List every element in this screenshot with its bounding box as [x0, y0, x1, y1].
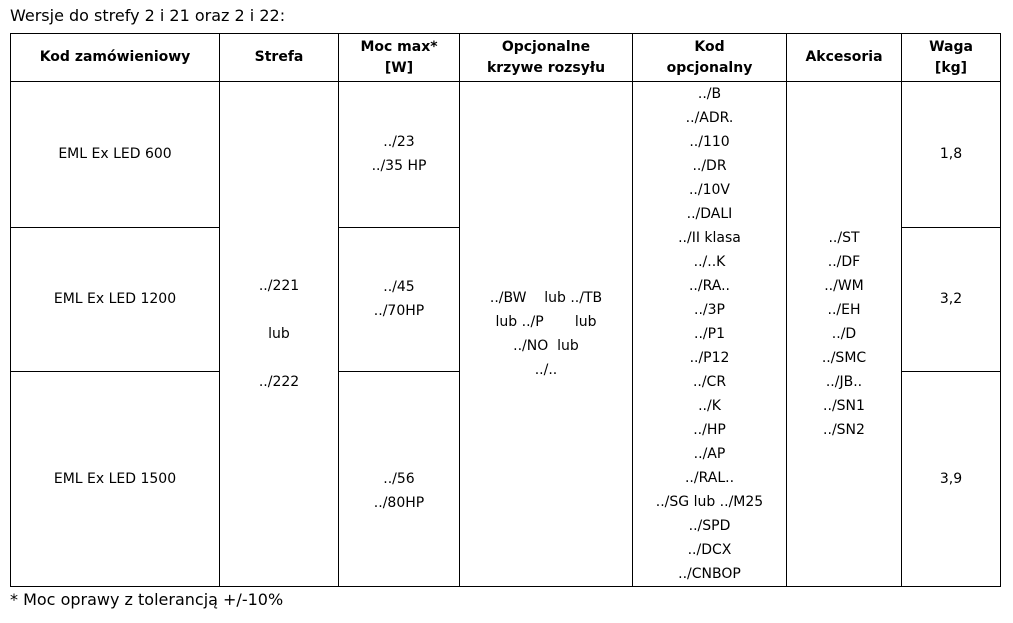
kod-opcjonalny-line: ../K: [698, 398, 721, 414]
kod-opcjonalny-line: ../SG lub ../M25: [655, 494, 764, 510]
moc-line: ../35 HP: [371, 158, 427, 175]
strefa-line: ../221: [258, 278, 300, 294]
header-text: opcjonalny: [666, 59, 753, 76]
header-kod-zamowieniowy: Kod zamówieniowy: [10, 33, 220, 82]
header-text: Akcesoria: [805, 49, 883, 65]
table-caption: Wersje do strefy 2 i 21 oraz 2 i 22:: [10, 6, 286, 25]
kod-opcjonalny-line: ../RA..: [688, 278, 730, 294]
kod-opcjonalny-line: ../DALI: [686, 206, 733, 222]
kod-opcjonalny-line: ../10V: [688, 182, 730, 198]
kod-opcjonalny-line: ../RAL..: [684, 470, 735, 486]
kod-opcjonalny-line: ../..K: [693, 254, 726, 270]
strefa-line: ../222: [258, 374, 300, 390]
table-row: EML Ex LED 1200 ../45 ../70HP 3,2: [10, 226, 1001, 372]
header-krzywe-rozsylu: Opcjonalne krzywe rozsyłu: [459, 33, 633, 82]
waga-cell: 1,8: [901, 81, 1001, 228]
header-moc-max: Moc max* [W]: [338, 33, 460, 82]
kod-cell: EML Ex LED 1200: [10, 226, 220, 372]
krzywe-line: ../..: [534, 362, 558, 378]
moc-cell: ../56 ../80HP: [338, 370, 460, 588]
akcesoria-cell: ../ST ../DF ../WM ../EH ../D ../SMC ../JB.. ../…: [786, 81, 902, 587]
kod-opcjonalny-line: ../P1: [694, 326, 725, 342]
header-kod-opcjonalny: Kod opcjonalny: [632, 33, 787, 82]
akcesoria-line: ../D: [831, 326, 857, 342]
header-text: Moc max*: [360, 38, 438, 55]
strefa-cell: ../221 lub ../222: [219, 81, 339, 587]
moc-cell: ../23 ../35 HP: [338, 81, 460, 228]
header-text: Kod: [694, 38, 725, 55]
kod-opcjonalny-cell: ../B ../ADR. ../110 ../DR ../10V ../DALI ../II…: [632, 81, 787, 587]
kod-cell: EML Ex LED 600: [10, 81, 220, 228]
header-waga: Waga [kg]: [901, 33, 1001, 82]
kod-cell: EML Ex LED 1500: [10, 370, 220, 588]
footnote: * Moc oprawy z tolerancją +/-10%: [10, 590, 284, 609]
kod-opcjonalny-line: ../110: [689, 134, 730, 150]
akcesoria-line: ../WM: [824, 278, 864, 294]
header-text: Waga: [929, 38, 973, 55]
akcesoria-line: ../SN2: [823, 422, 865, 438]
akcesoria-line: ../JB..: [825, 374, 863, 390]
akcesoria-line: ../EH: [827, 302, 861, 318]
krzywe-cell: ../BW lub ../TB lub ../P lub ../NO lub ../.…: [459, 81, 633, 587]
akcesoria-line: ../SMC: [821, 350, 867, 366]
akcesoria-line: ../DF: [827, 254, 861, 270]
kod-opcjonalny-line: ../B: [697, 86, 722, 102]
strefa-line: lub: [268, 326, 290, 342]
moc-line: ../45: [383, 279, 415, 296]
moc-cell: ../45 ../70HP: [338, 226, 460, 372]
kod-opcjonalny-line: ../P12: [689, 350, 730, 366]
kod-opcjonalny-line: ../ADR.: [685, 110, 734, 126]
waga-cell: 3,2: [901, 226, 1001, 372]
header-strefa: Strefa: [219, 33, 339, 82]
kod-opcjonalny-line: ../CR: [692, 374, 727, 390]
akcesoria-line: ../SN1: [823, 398, 865, 414]
kod-opcjonalny-line: ../3P: [694, 302, 725, 318]
moc-line: ../70HP: [373, 303, 425, 320]
waga-cell: 3,9: [901, 370, 1001, 588]
kod-opcjonalny-line: ../CNBOP: [678, 566, 741, 582]
moc-line: ../56: [383, 470, 415, 487]
header-text: Opcjonalne: [501, 38, 591, 55]
kod-opcjonalny-line: ../II klasa: [678, 230, 741, 246]
krzywe-line: ../BW lub ../TB: [489, 290, 603, 306]
kod-opcjonalny-line: ../AP: [693, 446, 726, 462]
kod-opcjonalny-line: ../DCX: [687, 542, 732, 558]
header-text: krzywe rozsyłu: [486, 59, 606, 76]
versions-table: Kod zamówieniowy Strefa Moc max* [W] Opcj…: [10, 33, 1001, 588]
table-row: EML Ex LED 600 ../221 lub ../222 ../23..…: [10, 81, 1001, 587]
header-text: Kod zamówieniowy: [39, 49, 191, 65]
header-text: [kg]: [934, 59, 968, 76]
krzywe-line: lub ../P lub: [495, 314, 597, 330]
table-row: EML Ex LED 1500 ../56 ../80HP 3,9: [10, 370, 1001, 588]
akcesoria-line: ../ST: [828, 230, 860, 246]
header-row: Kod zamówieniowy Strefa Moc max* [W] Opcj…: [10, 33, 1001, 82]
moc-line: ../80HP: [373, 494, 425, 511]
moc-line: ../23: [383, 134, 415, 151]
header-text: [W]: [384, 59, 414, 76]
kod-opcjonalny-line: ../HP: [693, 422, 726, 438]
header-akcesoria: Akcesoria: [786, 33, 902, 82]
kod-opcjonalny-line: ../SPD: [688, 518, 731, 534]
header-text: Strefa: [254, 49, 304, 65]
kod-opcjonalny-line: ../DR: [692, 158, 727, 174]
krzywe-line: ../NO lub: [513, 338, 579, 354]
